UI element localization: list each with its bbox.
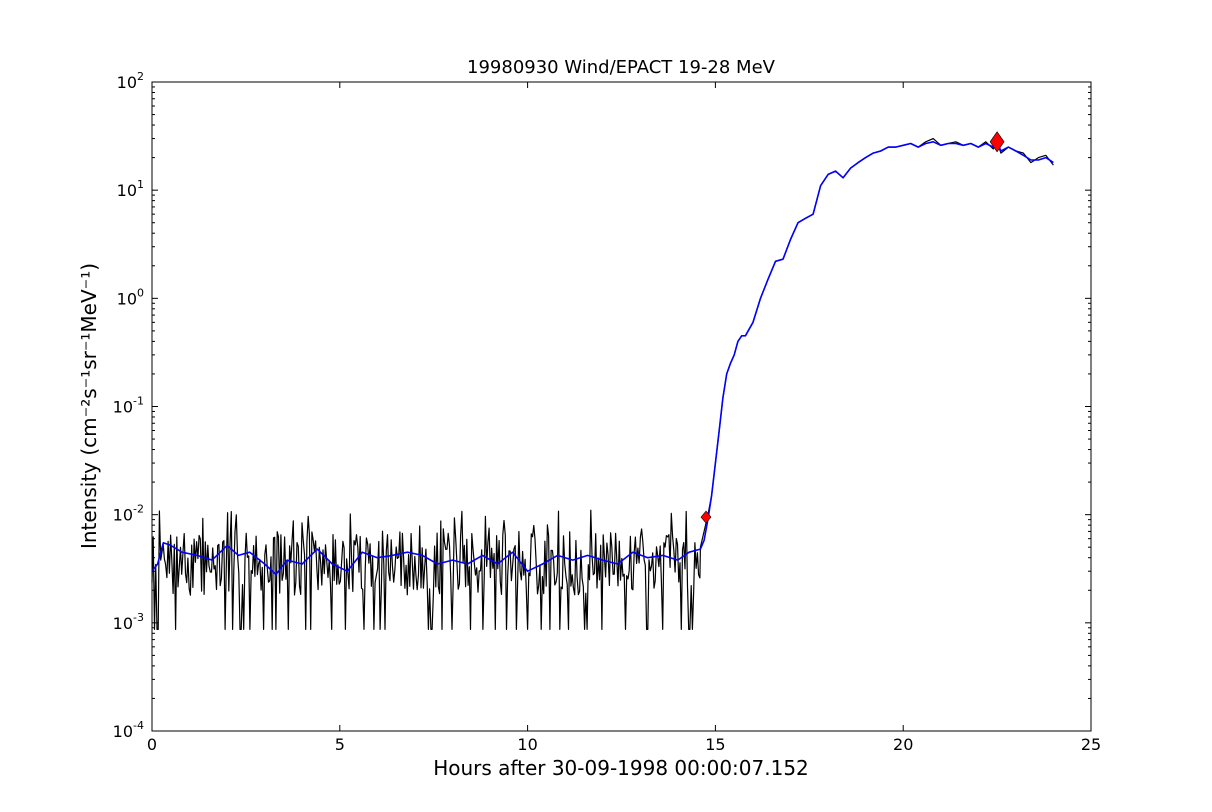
series-layer xyxy=(151,138,1054,630)
x-tick-label: 5 xyxy=(335,735,345,754)
y-tick-label: 100 xyxy=(117,286,144,308)
y-tick-label: 10-4 xyxy=(113,719,144,741)
plot-frame xyxy=(151,81,1092,732)
x-tick-label: 25 xyxy=(1081,735,1101,754)
y-axis: 10-4 10-3 10-2 10-1 100 101 102 xyxy=(113,70,1091,741)
series-line-smoothed xyxy=(151,141,1054,576)
y-tick-label: 101 xyxy=(117,178,144,200)
peak-marker-0 xyxy=(700,510,712,524)
x-tick-label: 10 xyxy=(517,735,537,754)
y-tick-label: 102 xyxy=(117,70,144,92)
marker-layer xyxy=(700,131,1005,524)
x-tick-label: 0 xyxy=(147,735,157,754)
x-axis: 0 5 10 15 20 25 xyxy=(147,82,1101,754)
series-line-raw xyxy=(151,138,1054,630)
x-tick-label: 20 xyxy=(893,735,913,754)
y-tick-label: 10-3 xyxy=(113,611,144,633)
y-tick-label: 10-2 xyxy=(113,503,144,525)
x-tick-label: 15 xyxy=(705,735,725,754)
y-tick-label: 10-1 xyxy=(113,395,144,417)
peak-marker-1 xyxy=(989,131,1005,153)
x-axis-title: Hours after 30-09-1998 00:00:07.152 xyxy=(433,756,809,780)
y-axis-title: Intensity (cm⁻²s⁻¹sr⁻¹MeV⁻¹) xyxy=(77,263,101,549)
chart-title: 19980930 Wind/EPACT 19-28 MeV xyxy=(467,57,776,78)
